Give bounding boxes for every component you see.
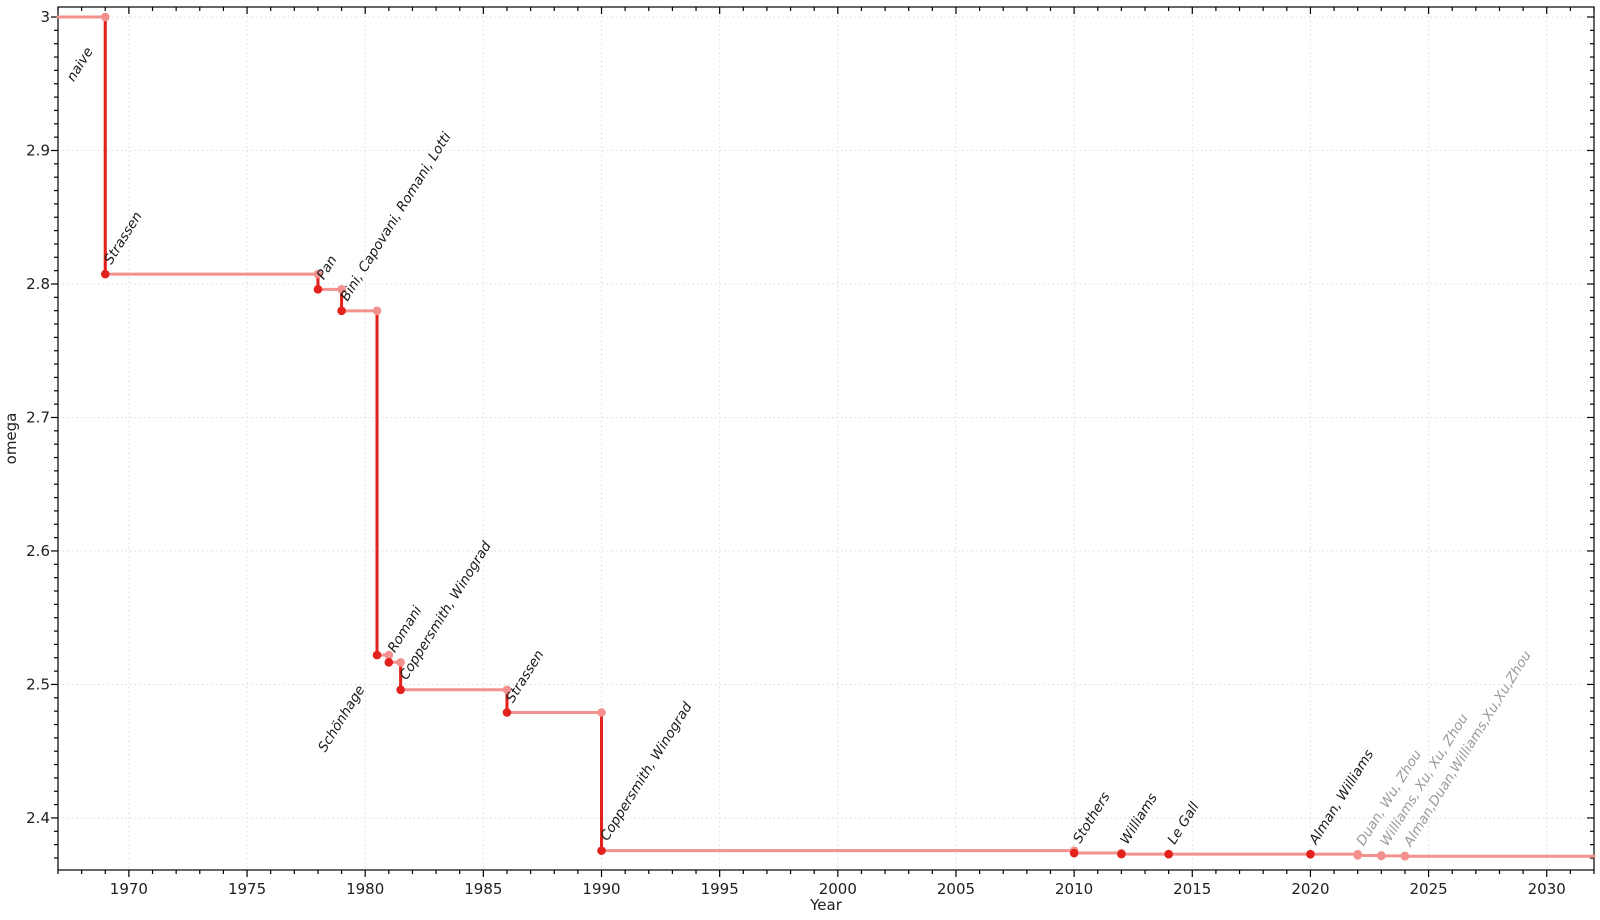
x-axis-label: Year [809,896,843,914]
event-marker [1069,848,1079,858]
event-marker [1400,851,1410,861]
x-tick-label: 2010 [1055,880,1093,898]
event-marker [313,285,323,294]
event-marker [1377,851,1386,861]
pre-drop-marker [384,650,394,660]
event-marker [384,657,394,667]
y-tick-labels: 2.4 2.5 2.6 2.7 2.8 2.9 3 [26,8,50,827]
y-tick-label: 3 [40,8,50,26]
event-markers [100,12,1410,861]
event-marker [1306,849,1315,859]
x-tick-label: 2025 [1409,880,1447,898]
x-tick-label: 2015 [1173,880,1211,898]
pre-drop-marker [396,657,405,667]
y-tick-label: 2.4 [26,809,50,827]
x-tick-label: 1985 [464,880,502,898]
axis-frame [57,6,1595,871]
pre-drop-marker [372,306,382,316]
x-tick-label: 1990 [582,880,620,898]
y-tick-label: 2.8 [26,275,50,293]
event-marker [100,269,110,279]
y-axis-title: omega [2,413,20,465]
x-axis-title: Year [809,896,843,914]
event-marker [597,846,606,855]
y-axis-label: omega [2,413,20,465]
y-tick-label: 2.6 [26,542,50,560]
event-marker [1117,849,1126,859]
pre-drop-marker [337,285,346,294]
x-tick-labels: 1970 1975 1980 1985 1990 1995 2000 2005 2010 2015… [110,880,1566,898]
pre-drop-marker [597,708,606,717]
event-marker [502,708,512,717]
event-marker [1353,851,1362,860]
x-tick-label: 2000 [819,880,857,898]
pre-drop-marker [502,685,512,695]
x-tick-label: 2030 [1528,880,1566,898]
event-marker [396,685,405,695]
plot-frame [57,6,1595,871]
y-tick-label: 2.7 [26,408,50,426]
x-tick-label: 2005 [937,880,975,898]
x-tick-label: 1975 [228,880,266,898]
y-tick-label: 2.5 [26,675,50,693]
x-tick-label: 1980 [346,880,384,898]
axis-ticks [51,7,1595,877]
pre-drop-marker [313,269,323,279]
event-marker [100,12,110,22]
x-tick-label: 1970 [110,880,148,898]
event-marker [1164,849,1173,859]
y-tick-label: 2.9 [26,142,50,160]
x-tick-label: 2020 [1291,880,1329,898]
event-marker [337,306,346,316]
event-marker [372,650,382,660]
x-tick-label: 1995 [701,880,739,898]
